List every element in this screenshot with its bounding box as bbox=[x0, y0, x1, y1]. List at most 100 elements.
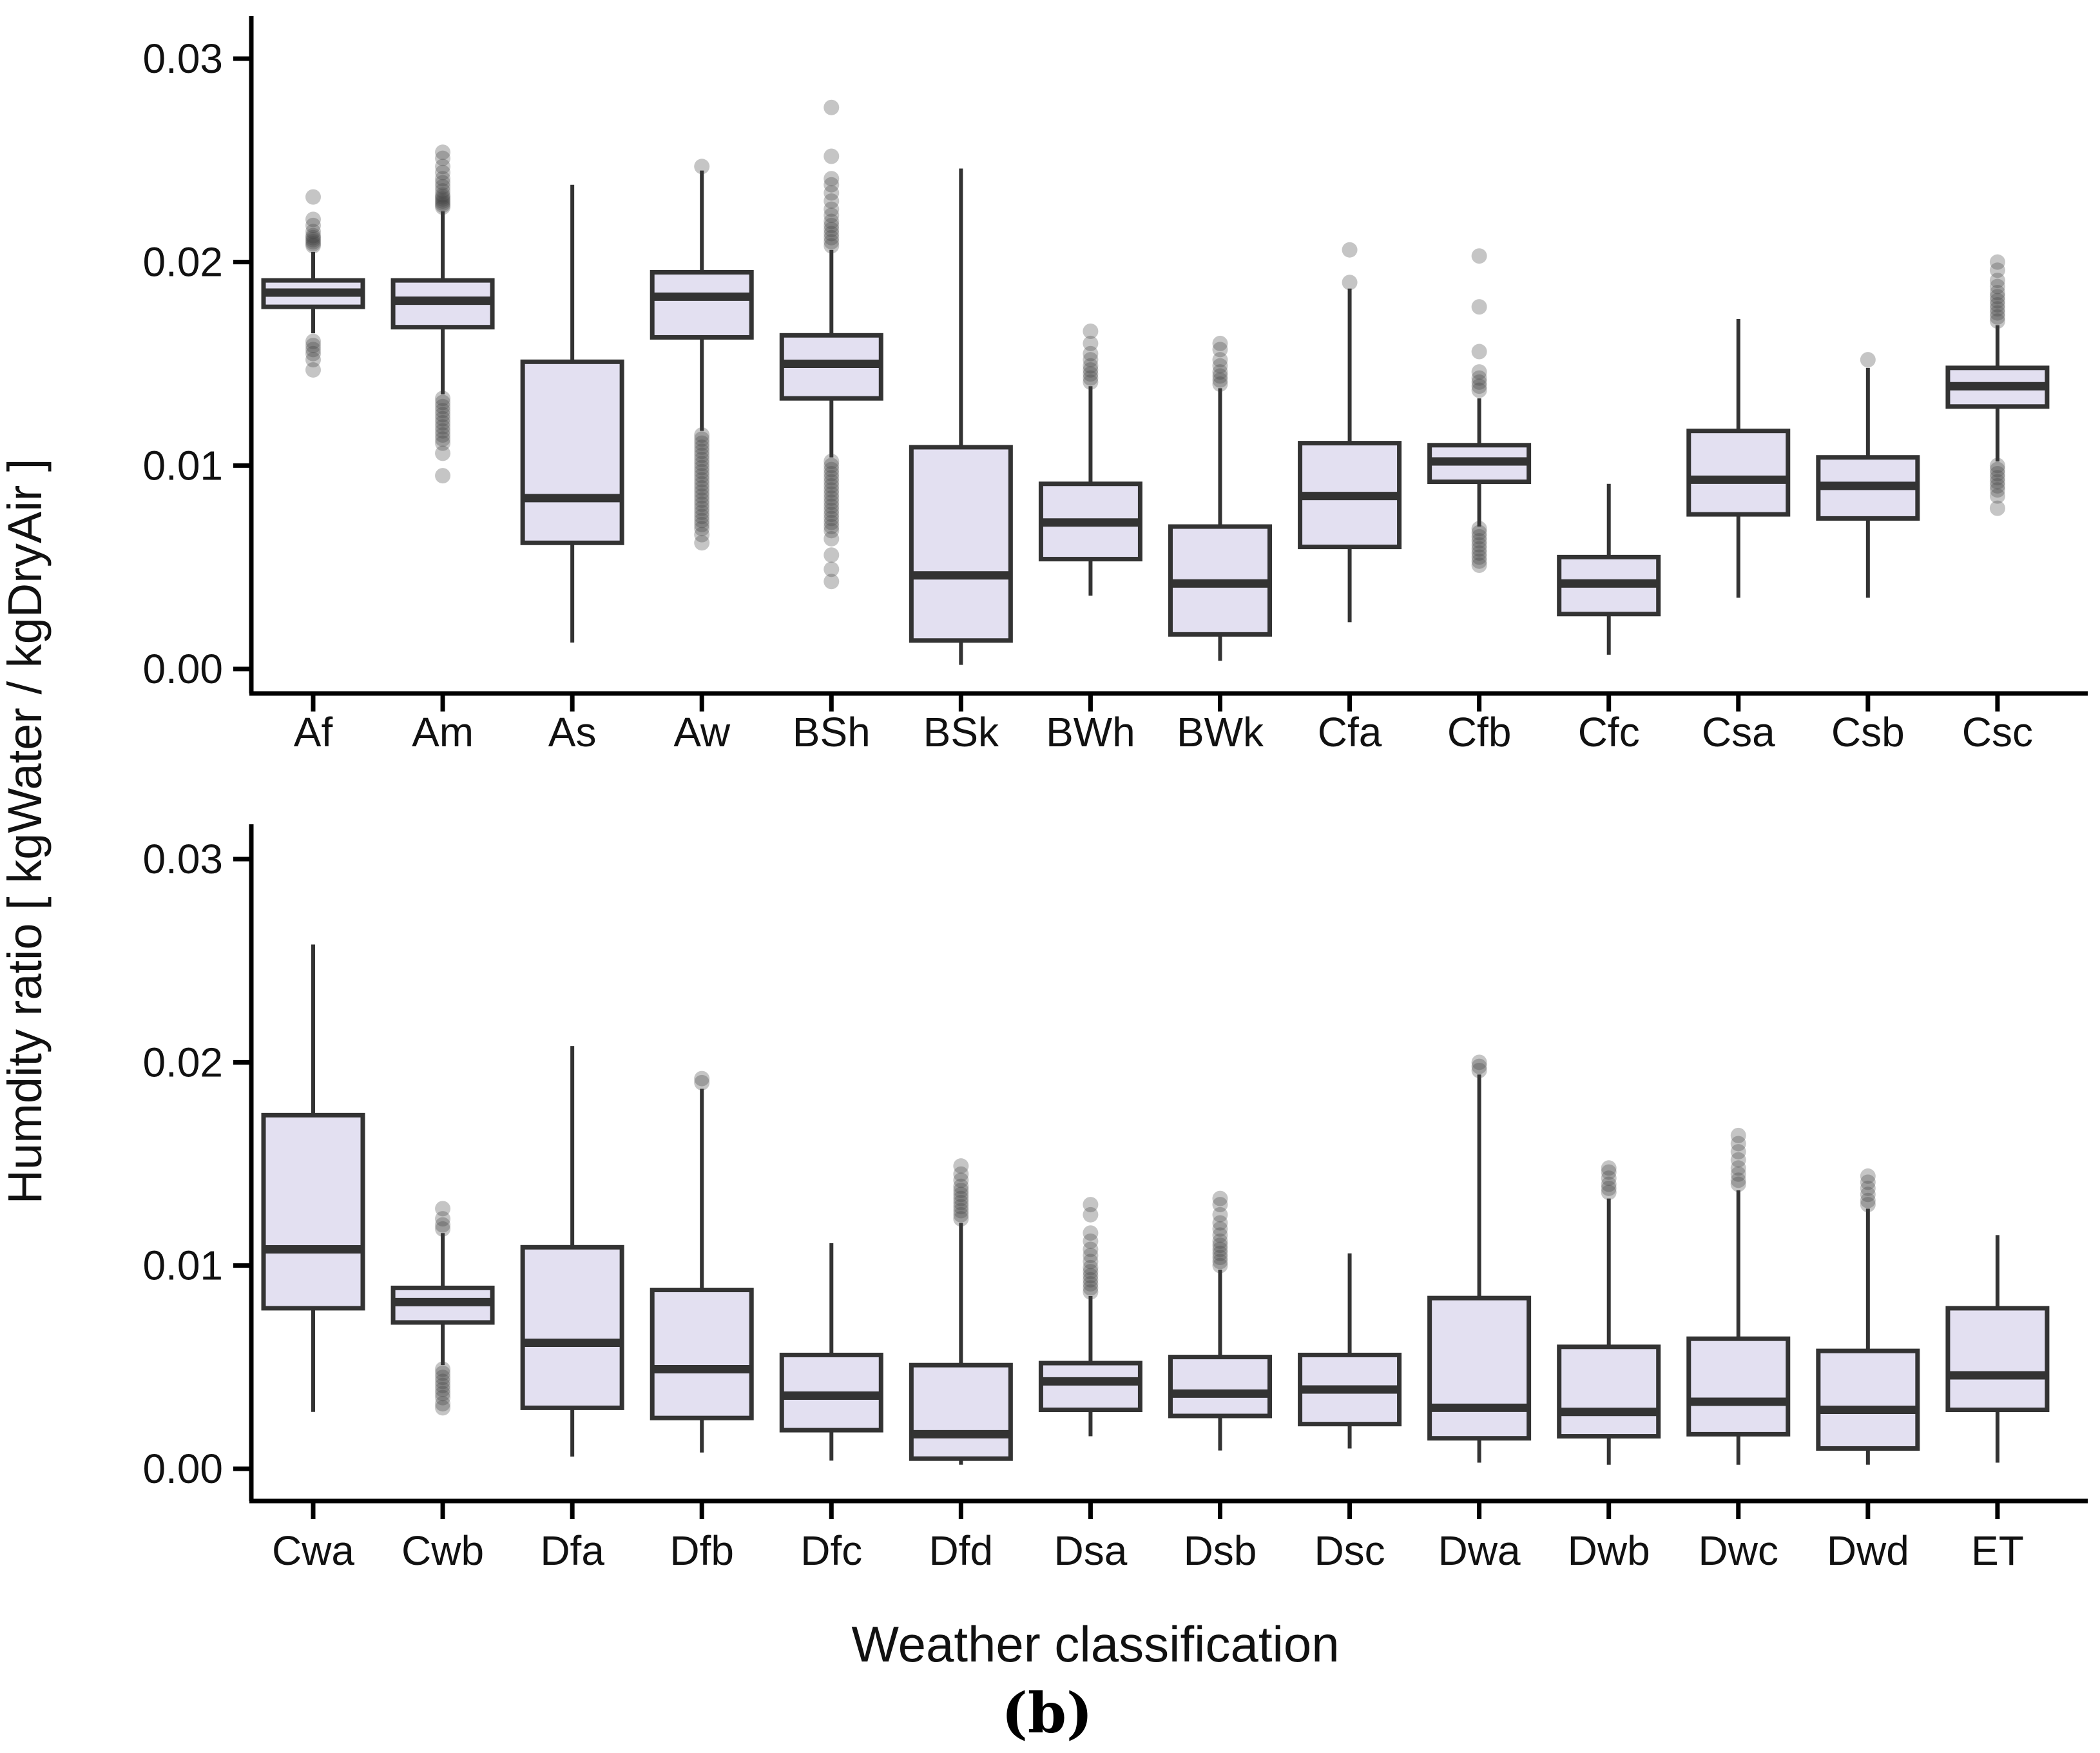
outlier-dot bbox=[694, 439, 710, 455]
outlier-dot bbox=[694, 476, 710, 492]
outlier-dot bbox=[694, 431, 710, 447]
outlier-dot bbox=[1212, 1237, 1228, 1254]
outlier-dot bbox=[1083, 362, 1099, 378]
category-label-Csa: Csa bbox=[1702, 709, 1775, 755]
category-label-Dwd: Dwd bbox=[1827, 1527, 1909, 1574]
outlier-dot bbox=[1471, 525, 1487, 541]
outlier-dot bbox=[953, 1172, 969, 1188]
outlier-dot bbox=[435, 1373, 451, 1390]
outlier-dot bbox=[305, 236, 321, 252]
outlier-dot bbox=[1730, 1160, 1746, 1176]
outlier-dot bbox=[694, 1070, 710, 1087]
outlier-dot bbox=[824, 561, 840, 577]
outlier-dot bbox=[824, 193, 840, 209]
outlier-dot bbox=[1860, 1168, 1876, 1184]
outlier-dot bbox=[824, 213, 840, 229]
outlier-dot bbox=[1212, 1206, 1228, 1223]
outlier-dot bbox=[1601, 1185, 1617, 1201]
iqr-box bbox=[909, 445, 1013, 643]
category-label-Dsc: Dsc bbox=[1314, 1527, 1385, 1574]
outlier-dot bbox=[824, 523, 840, 539]
outlier-dot bbox=[694, 468, 710, 484]
panel-top: 0.00 0.01 0.02 0.03 Af Am As Aw BSh BSk BWh BWk Cfa C… bbox=[142, 16, 2088, 755]
outlier-dot bbox=[435, 423, 451, 439]
outlier-dot bbox=[694, 159, 710, 175]
outlier-dot bbox=[435, 187, 451, 203]
outlier-dot bbox=[435, 403, 451, 419]
outlier-dot bbox=[694, 527, 710, 543]
outlier-dot bbox=[1989, 482, 2005, 498]
category-label-Aw: Aw bbox=[673, 709, 731, 755]
outlier-dot bbox=[1212, 1197, 1228, 1213]
outlier-dot bbox=[1083, 358, 1099, 374]
outlier-dot bbox=[1212, 1257, 1228, 1274]
outlier-dot bbox=[1989, 470, 2005, 486]
x-axis-title: Weather classification bbox=[851, 1616, 1339, 1672]
outlier-dot bbox=[1471, 533, 1487, 549]
outlier-dot bbox=[435, 445, 451, 461]
box-Dwd: Dwd bbox=[1816, 1168, 1920, 1574]
outlier-dot bbox=[435, 394, 451, 411]
category-label-Cwa: Cwa bbox=[272, 1527, 354, 1574]
outlier-dot bbox=[305, 211, 321, 228]
outlier-dot bbox=[824, 177, 840, 193]
outlier-dot bbox=[694, 435, 710, 451]
outlier-dot bbox=[305, 345, 321, 362]
outlier-dot bbox=[1083, 1254, 1099, 1270]
outlier-dot bbox=[1989, 278, 2005, 295]
outlier-dot bbox=[694, 535, 710, 551]
outlier-dot bbox=[435, 419, 451, 435]
category-label-BSk: BSk bbox=[923, 709, 999, 755]
outlier-dot bbox=[824, 465, 840, 481]
outlier-dot bbox=[824, 238, 840, 254]
outlier-dot bbox=[1989, 301, 2005, 317]
outlier-dot bbox=[435, 1370, 451, 1386]
outlier-dot bbox=[694, 1074, 710, 1090]
iqr-box bbox=[650, 269, 754, 340]
outlier-dot bbox=[435, 1361, 451, 1377]
outlier-dot bbox=[694, 488, 710, 504]
outlier-dot bbox=[435, 197, 451, 213]
outlier-dot bbox=[1989, 289, 2005, 305]
outlier-dot bbox=[1989, 273, 2005, 289]
outlier-dot bbox=[953, 1186, 969, 1203]
outlier-dot bbox=[694, 504, 710, 520]
y-axis-title: Humdity ratio [ kgWater / kgDryAir ] bbox=[0, 459, 52, 1205]
iqr-box bbox=[1816, 1348, 1920, 1451]
outlier-dot bbox=[824, 454, 840, 470]
iqr-box bbox=[650, 1288, 754, 1420]
outlier-dot bbox=[305, 217, 321, 233]
category-label-Csc: Csc bbox=[1962, 709, 2033, 755]
outlier-dot bbox=[435, 191, 451, 207]
outlier-dot bbox=[305, 338, 321, 354]
outlier-dot bbox=[1212, 1215, 1228, 1231]
outlier-dot bbox=[1989, 313, 2005, 329]
outlier-dot bbox=[435, 193, 451, 209]
outlier-dot bbox=[1471, 545, 1487, 561]
outlier-dot bbox=[1471, 549, 1487, 565]
outlier-dot bbox=[694, 427, 710, 443]
category-label-As: As bbox=[548, 709, 597, 755]
category-label-BWh: BWh bbox=[1046, 709, 1135, 755]
outlier-dot bbox=[305, 234, 321, 250]
y-tick-label: 0.03 bbox=[142, 35, 223, 82]
box-Cfb: Cfb bbox=[1427, 248, 1532, 755]
box-Cfc: Cfc bbox=[1557, 483, 1661, 755]
outlier-dot bbox=[694, 480, 710, 496]
outlier-dot bbox=[435, 415, 451, 431]
box-BWk: BWk bbox=[1168, 335, 1272, 755]
box-ET: ET bbox=[1945, 1235, 2050, 1574]
category-label-Dfb: Dfb bbox=[669, 1527, 734, 1574]
box-Af: Af bbox=[261, 189, 365, 755]
outlier-dot bbox=[824, 478, 840, 494]
outlier-dot bbox=[1471, 248, 1487, 264]
outlier-dot bbox=[1989, 465, 2005, 481]
outlier-dot bbox=[435, 199, 451, 215]
outlier-dot bbox=[953, 1178, 969, 1194]
outlier-dot bbox=[305, 189, 321, 205]
outlier-dot bbox=[1083, 352, 1099, 368]
iqr-box bbox=[1038, 1361, 1142, 1413]
outlier-dot bbox=[953, 1182, 969, 1198]
box-Cwb: Cwb bbox=[390, 1201, 495, 1574]
outlier-dot bbox=[824, 201, 840, 217]
